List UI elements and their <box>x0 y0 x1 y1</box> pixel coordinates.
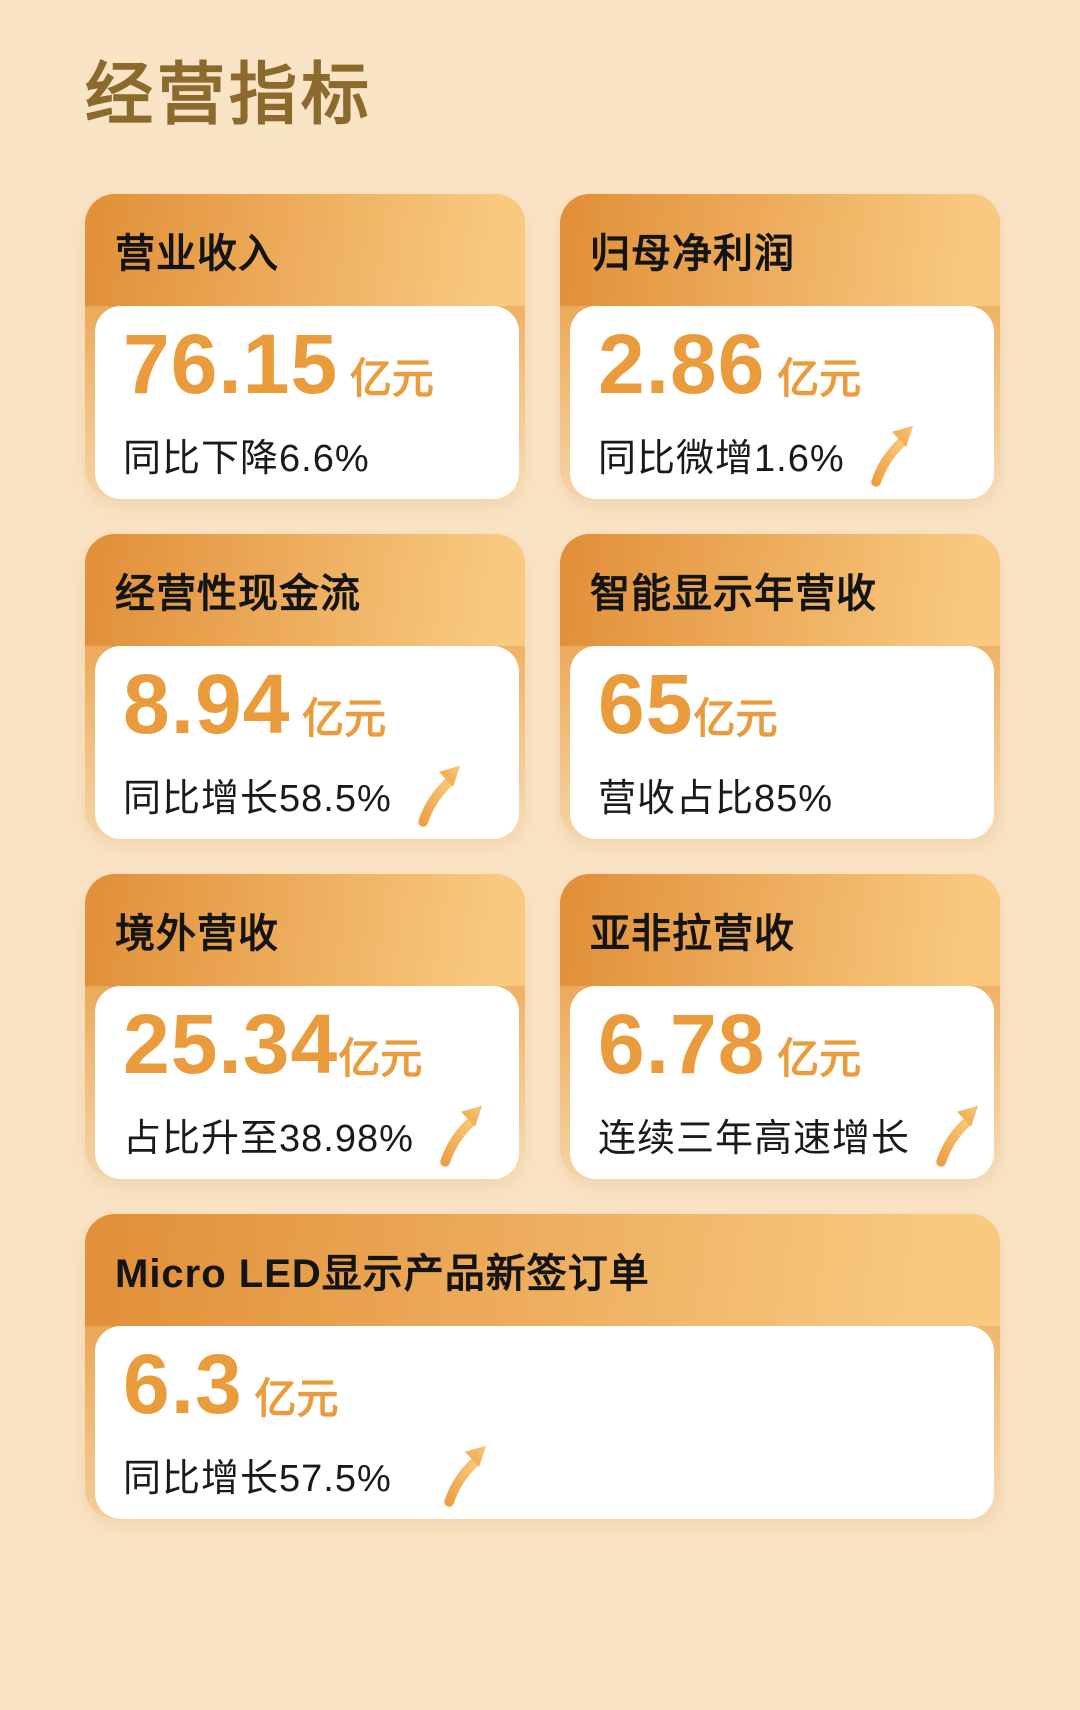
metric-card-header: 营业收入 <box>85 194 525 307</box>
metric-value: 6.78 <box>598 997 766 1092</box>
metric-card-body: 65亿元 营收占比85% <box>570 646 994 840</box>
metric-title: Micro LED显示产品新签订单 <box>115 1252 650 1297</box>
metric-value-line: 65亿元 <box>598 662 972 746</box>
metric-card-net-profit: 归母净利润 2.86 亿元 同比微增1.6% <box>560 194 1000 500</box>
metric-value-line: 6.3 亿元 <box>123 1342 972 1426</box>
metric-unit: 亿元 <box>290 695 387 743</box>
metric-unit: 亿元 <box>693 695 778 743</box>
metric-card-header: 归母净利润 <box>560 194 1000 307</box>
curved-up-arrow-icon <box>870 425 913 487</box>
metric-value: 6.3 <box>123 1337 243 1432</box>
metric-subtitle-line: 同比增长58.5% <box>123 747 497 827</box>
metric-card-body: 8.94 亿元 同比增长58.5% <box>95 646 519 840</box>
metric-card-body: 2.86 亿元 同比微增1.6% <box>570 306 994 500</box>
metric-value: 8.94 <box>123 657 291 752</box>
metric-subtitle-line: 同比下降6.6% <box>123 439 497 481</box>
curved-up-arrow-icon <box>444 1445 486 1507</box>
metric-card-smart-display-revenue: 智能显示年营收 65亿元 营收占比85% <box>560 534 1000 840</box>
metric-value-line: 2.86 亿元 <box>598 322 972 406</box>
metric-value-line: 6.78 亿元 <box>598 1002 972 1086</box>
metric-subtitle: 同比微增1.6% <box>598 438 845 481</box>
metric-subtitle-line: 同比增长57.5% <box>123 1427 972 1507</box>
metric-card-body: 6.3 亿元 同比增长57.5% <box>95 1326 994 1520</box>
metric-subtitle-line: 占比升至38.98% <box>123 1087 497 1167</box>
curved-up-arrow-icon <box>936 1105 979 1167</box>
metric-title: 亚非拉营收 <box>590 912 795 957</box>
metric-value-line: 8.94 亿元 <box>123 662 497 746</box>
metric-subtitle: 占比升至38.98% <box>123 1118 414 1161</box>
metric-card-header: Micro LED显示产品新签订单 <box>85 1214 1000 1327</box>
metric-cards-grid: 营业收入 76.15 亿元 同比下降6.6% <box>85 194 1000 1520</box>
metric-card-body: 25.34亿元 占比升至38.98% <box>95 986 519 1180</box>
metric-card-microled-orders: Micro LED显示产品新签订单 6.3 亿元 同比增长57.5% <box>85 1214 1000 1520</box>
metric-value-line: 25.34亿元 <box>123 1002 497 1086</box>
metric-subtitle: 营收占比85% <box>598 778 834 821</box>
metric-subtitle: 同比增长58.5% <box>123 778 392 821</box>
metric-card-body: 6.78 亿元 连续三年高速增长 <box>570 986 994 1180</box>
metric-card-asia-africa-latam-revenue: 亚非拉营收 6.78 亿元 连续三年高速增长 <box>560 874 1000 1180</box>
metric-value: 25.34 <box>123 997 339 1092</box>
metric-unit: 亿元 <box>338 355 434 403</box>
metric-title: 境外营收 <box>115 912 279 957</box>
page-title: 经营指标 <box>85 57 374 133</box>
metric-card-header: 智能显示年营收 <box>560 534 1000 647</box>
metric-value: 2.86 <box>598 317 766 412</box>
metric-card-header: 经营性现金流 <box>85 534 525 647</box>
page: 经营指标 营业收入 76.15 亿元 同比下降6.6% <box>85 57 1000 1520</box>
curved-up-arrow-icon <box>440 1105 483 1167</box>
metric-unit: 亿元 <box>242 1375 339 1423</box>
metric-value-line: 76.15 亿元 <box>123 322 497 406</box>
metric-subtitle-line: 营收占比85% <box>598 779 972 821</box>
metric-card-header: 境外营收 <box>85 874 525 987</box>
metric-unit: 亿元 <box>338 1035 423 1083</box>
metric-subtitle-line: 同比微增1.6% <box>598 407 972 487</box>
curved-up-arrow-icon <box>418 765 460 827</box>
metric-unit: 亿元 <box>765 1035 862 1083</box>
metric-title: 智能显示年营收 <box>590 572 877 617</box>
metric-unit: 亿元 <box>765 355 862 403</box>
metric-title: 营业收入 <box>115 232 279 277</box>
metric-card-operating-cashflow: 经营性现金流 8.94 亿元 同比增长58.5% <box>85 534 525 840</box>
metric-card-header: 亚非拉营收 <box>560 874 1000 987</box>
metric-subtitle-line: 连续三年高速增长 <box>598 1087 979 1167</box>
metric-card-body: 76.15 亿元 同比下降6.6% <box>95 306 519 500</box>
metric-subtitle: 同比增长57.5% <box>123 1458 392 1501</box>
metric-value: 76.15 <box>123 317 339 412</box>
metric-card-overseas-revenue: 境外营收 25.34亿元 占比升至38.98% <box>85 874 525 1180</box>
metric-card-revenue: 营业收入 76.15 亿元 同比下降6.6% <box>85 194 525 500</box>
metric-title: 经营性现金流 <box>115 572 361 617</box>
metric-subtitle: 连续三年高速增长 <box>598 1118 911 1161</box>
metric-title: 归母净利润 <box>590 232 795 277</box>
metric-subtitle: 同比下降6.6% <box>123 438 370 481</box>
metric-value: 65 <box>598 657 694 752</box>
